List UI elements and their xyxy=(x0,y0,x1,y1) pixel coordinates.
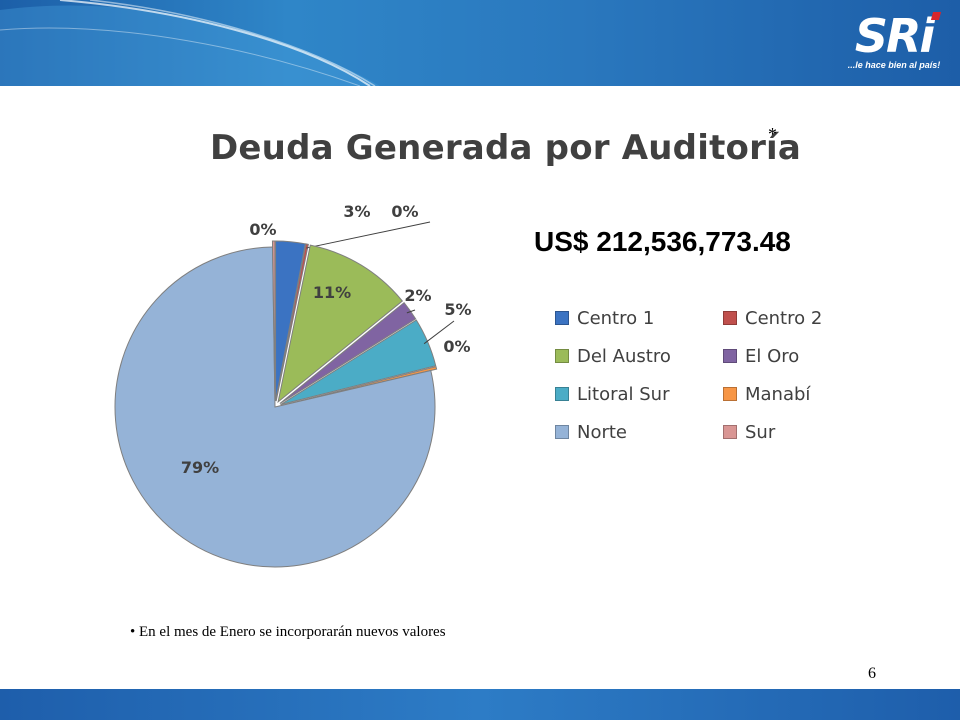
legend-label: Centro 1 xyxy=(577,307,655,329)
legend-item-manab-: Manabí xyxy=(723,382,810,406)
logo-tagline: ...le hace bien al país! xyxy=(847,60,941,70)
slice-label-el-oro: 2% xyxy=(404,286,431,305)
legend-item-el-oro: El Oro xyxy=(723,344,799,368)
leader-line xyxy=(306,221,431,249)
legend-swatch xyxy=(723,311,737,325)
pie-slice-centro-2 xyxy=(275,243,309,402)
legend-item-litoral-sur: Litoral Sur xyxy=(555,382,670,406)
legend-label: Litoral Sur xyxy=(577,383,670,405)
legend-item-sur: Sur xyxy=(723,420,775,444)
leader-line xyxy=(423,320,455,345)
chart-title: Deuda Generada por Auditoría xyxy=(210,128,802,168)
legend-swatch xyxy=(555,311,569,325)
slice-label-sur: 0% xyxy=(249,220,276,239)
page-number: 6 xyxy=(868,665,876,682)
legend-swatch xyxy=(723,349,737,363)
legend-label: Norte xyxy=(577,421,628,443)
pie-slice-manab- xyxy=(280,366,438,407)
pie-slice-norte xyxy=(114,246,436,568)
total-amount: US$ 212,536,773.48 xyxy=(534,226,791,257)
legend-item-del-austro: Del Austro xyxy=(555,344,671,368)
legend-item-norte: Norte xyxy=(555,420,627,444)
slice-label-manab-: 0% xyxy=(443,337,470,356)
legend-label: Manabí xyxy=(745,383,811,405)
slice-label-norte: 79% xyxy=(181,458,219,477)
pie-slice-sur xyxy=(271,240,276,402)
leader-line xyxy=(406,309,416,314)
slice-label-centro-2: 0% xyxy=(391,202,418,221)
pie-slice-centro-1 xyxy=(275,240,306,402)
legend-label: El Oro xyxy=(745,345,800,367)
pie-slice-del-austro xyxy=(277,244,404,404)
logo-mark: SRi xyxy=(854,9,935,63)
banner-waves xyxy=(0,0,380,86)
legend-swatch xyxy=(555,387,569,401)
pie-slice-el-oro xyxy=(279,301,417,404)
title-asterisk: * xyxy=(768,124,777,144)
legend-label: Del Austro xyxy=(577,345,671,367)
legend-label: Sur xyxy=(745,421,776,443)
legend-swatch xyxy=(555,349,569,363)
slice-label-del-austro: 11% xyxy=(313,283,351,302)
legend-swatch xyxy=(723,387,737,401)
footer-bar xyxy=(0,689,960,720)
pie-slice-litoral-sur xyxy=(280,319,437,406)
legend-item-centro-2: Centro 2 xyxy=(723,306,822,330)
pie-chart: 3% 0% 11% 2% 5% 0% 79% 0% xyxy=(114,202,472,568)
legend-label: Centro 2 xyxy=(745,307,823,329)
slice-label-centro-1: 3% xyxy=(343,202,370,221)
bullet-note: • En el mes de Enero se incorporarán nue… xyxy=(130,624,446,640)
sri-logo: SRi ...le hace bien al país! xyxy=(844,10,944,80)
slice-label-litoral-sur: 5% xyxy=(444,300,471,319)
legend-item-centro-1: Centro 1 xyxy=(555,306,654,330)
legend-swatch xyxy=(555,425,569,439)
header-banner: SRi ...le hace bien al país! xyxy=(0,0,960,86)
legend-swatch xyxy=(723,425,737,439)
